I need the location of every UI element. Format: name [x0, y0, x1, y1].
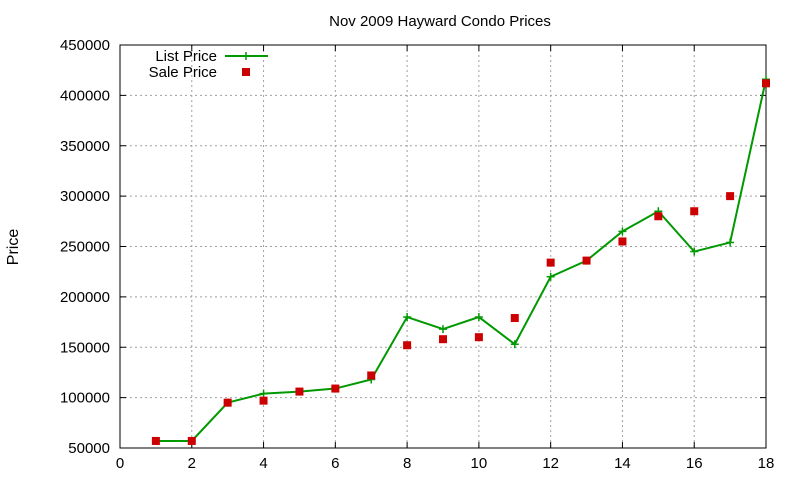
legend-label: List Price	[155, 48, 217, 65]
y-tick-label: 450000	[60, 37, 110, 54]
x-tick-label: 6	[331, 455, 339, 472]
grid	[120, 45, 766, 448]
data-point	[690, 247, 699, 256]
data-point	[546, 272, 555, 281]
legend-label: Sale Price	[149, 64, 217, 81]
x-tick-label: 2	[188, 455, 196, 472]
y-tick-label: 300000	[60, 188, 110, 205]
x-tick-label: 8	[403, 455, 411, 472]
data-point	[474, 313, 483, 322]
y-axis-label: Price	[5, 229, 22, 266]
y-tick-label: 350000	[60, 138, 110, 155]
data-point	[187, 436, 196, 445]
data-point	[690, 207, 699, 216]
y-tick-label: 100000	[60, 390, 110, 407]
data-point	[726, 238, 735, 247]
data-point	[367, 371, 376, 380]
x-tick-label: 18	[758, 455, 775, 472]
data-point	[151, 436, 160, 445]
x-tick-label: 0	[116, 455, 124, 472]
x-tick-label: 10	[471, 455, 488, 472]
data-point	[582, 256, 591, 265]
data-point	[474, 333, 483, 342]
legend-item: List Price	[155, 48, 268, 65]
data-point	[439, 325, 447, 334]
data-point	[654, 212, 663, 221]
data-point	[762, 79, 770, 88]
data-point	[510, 314, 519, 323]
y-tick-label: 150000	[60, 339, 110, 356]
data-point	[510, 340, 519, 349]
y-tick-label: 250000	[60, 239, 110, 256]
data-point	[331, 384, 340, 393]
data-point	[618, 227, 627, 236]
data-point	[618, 237, 627, 246]
data-point	[726, 192, 735, 201]
y-tick-label: 400000	[60, 87, 110, 104]
data-point	[403, 341, 412, 350]
legend-marker	[242, 52, 250, 60]
legend-marker	[242, 68, 250, 76]
x-tick-label: 12	[542, 455, 559, 472]
series-sale-price	[151, 79, 770, 445]
x-tick-label: 14	[614, 455, 631, 472]
data-point	[403, 313, 412, 322]
data-point	[259, 396, 268, 405]
data-point	[546, 258, 555, 267]
x-tick-label: 4	[259, 455, 267, 472]
y-tick-label: 200000	[60, 289, 110, 306]
series-list-price	[151, 75, 770, 445]
series-line	[155, 79, 767, 442]
data-point	[223, 398, 232, 407]
tick-labels: 0 2 4 6 8 10 12 14 16 18 50000 100000 150000 200000 25…	[60, 37, 774, 472]
y-tick-label: 50000	[68, 440, 110, 457]
data-point	[259, 389, 268, 398]
x-tick-label: 16	[686, 455, 703, 472]
legend-item: Sale Price	[149, 64, 250, 81]
chart-title: Nov 2009 Hayward Condo Prices	[329, 13, 551, 30]
data-point	[295, 387, 304, 396]
axes	[119, 44, 767, 449]
series	[151, 75, 770, 445]
data-point	[439, 335, 447, 344]
